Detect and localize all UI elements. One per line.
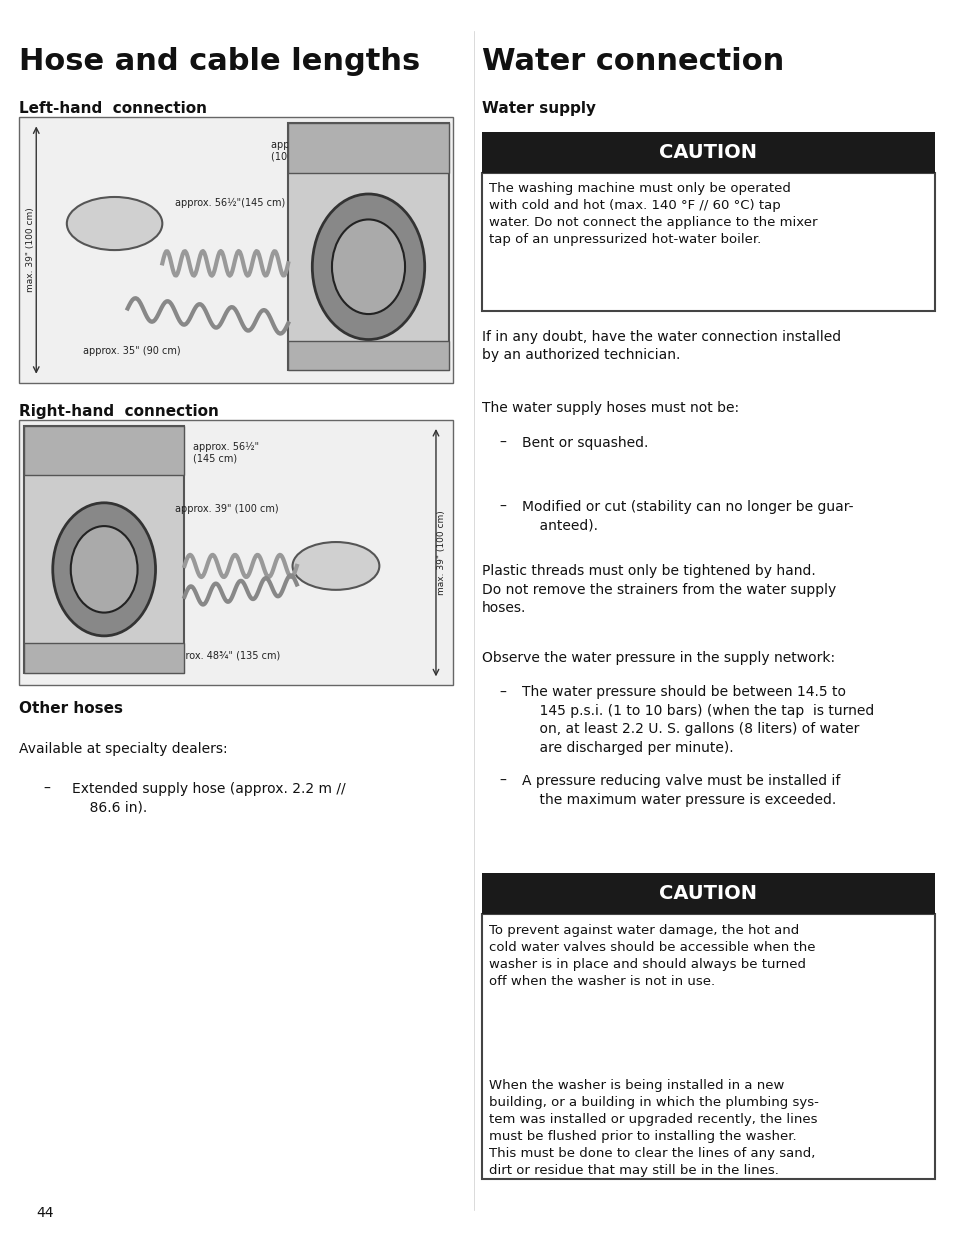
Text: –: – xyxy=(498,685,505,699)
Text: If in any doubt, have the water connection installed
by an authorized technician: If in any doubt, have the water connecti… xyxy=(481,330,840,362)
Text: max. 39" (100 cm): max. 39" (100 cm) xyxy=(436,510,446,595)
Text: The water pressure should be between 14.5 to
    145 p.s.i. (1 to 10 bars) (when: The water pressure should be between 14.… xyxy=(521,685,873,755)
Text: Bent or squashed.: Bent or squashed. xyxy=(521,436,647,450)
Circle shape xyxy=(312,194,424,340)
Text: approx. 56½"(145 cm): approx. 56½"(145 cm) xyxy=(175,198,285,207)
Text: When the washer is being installed in a new
building, or a building in which the: When the washer is being installed in a … xyxy=(489,1079,819,1177)
FancyBboxPatch shape xyxy=(288,341,448,370)
Text: A pressure reducing valve must be installed if
    the maximum water pressure is: A pressure reducing valve must be instal… xyxy=(521,774,840,806)
Text: The washing machine must only be operated
with cold and hot (max. 140 °F // 60 °: The washing machine must only be operate… xyxy=(489,182,817,246)
Text: –: – xyxy=(498,774,505,788)
Text: CAUTION: CAUTION xyxy=(659,143,757,162)
FancyBboxPatch shape xyxy=(481,873,934,914)
Text: Hose and cable lengths: Hose and cable lengths xyxy=(19,47,420,75)
Circle shape xyxy=(71,526,137,613)
FancyBboxPatch shape xyxy=(288,124,448,173)
Text: Observe the water pressure in the supply network:: Observe the water pressure in the supply… xyxy=(481,651,834,664)
Text: The water supply hoses must not be:: The water supply hoses must not be: xyxy=(481,401,739,415)
FancyBboxPatch shape xyxy=(481,132,934,173)
Text: Water supply: Water supply xyxy=(481,101,595,116)
Text: Left-hand  connection: Left-hand connection xyxy=(19,101,207,116)
Text: –: – xyxy=(43,782,50,795)
Text: Other hoses: Other hoses xyxy=(19,701,123,716)
Text: approx. 48¾" (135 cm): approx. 48¾" (135 cm) xyxy=(167,651,279,661)
FancyBboxPatch shape xyxy=(19,117,453,383)
Circle shape xyxy=(332,220,405,314)
Text: approx. 39"
(100 cm): approx. 39" (100 cm) xyxy=(271,140,327,161)
FancyBboxPatch shape xyxy=(24,426,184,475)
FancyBboxPatch shape xyxy=(24,643,184,673)
FancyBboxPatch shape xyxy=(24,426,184,673)
Text: approx. 35" (90 cm): approx. 35" (90 cm) xyxy=(83,346,180,356)
FancyBboxPatch shape xyxy=(481,173,934,311)
FancyBboxPatch shape xyxy=(481,914,934,1179)
Text: approx. 39" (100 cm): approx. 39" (100 cm) xyxy=(175,504,278,514)
Text: Extended supply hose (approx. 2.2 m //
    86.6 in).: Extended supply hose (approx. 2.2 m // 8… xyxy=(71,782,345,814)
Text: 44: 44 xyxy=(36,1207,53,1220)
Text: max. 39" (100 cm): max. 39" (100 cm) xyxy=(26,207,35,293)
FancyBboxPatch shape xyxy=(288,124,448,370)
Text: Water connection: Water connection xyxy=(481,47,783,75)
Text: To prevent against water damage, the hot and
cold water valves should be accessi: To prevent against water damage, the hot… xyxy=(489,924,815,988)
Text: Right-hand  connection: Right-hand connection xyxy=(19,404,219,419)
Text: CAUTION: CAUTION xyxy=(659,884,757,903)
Text: approx. 56½"
(145 cm): approx. 56½" (145 cm) xyxy=(193,442,258,464)
Ellipse shape xyxy=(293,542,379,590)
Text: Available at specialty dealers:: Available at specialty dealers: xyxy=(19,742,228,756)
Text: Plastic threads must only be tightened by hand.
Do not remove the strainers from: Plastic threads must only be tightened b… xyxy=(481,564,835,615)
Text: –: – xyxy=(498,436,505,450)
Ellipse shape xyxy=(67,198,162,249)
Circle shape xyxy=(52,503,155,636)
FancyBboxPatch shape xyxy=(19,420,453,685)
Text: –: – xyxy=(498,500,505,514)
Text: Modified or cut (stability can no longer be guar-
    anteed).: Modified or cut (stability can no longer… xyxy=(521,500,852,532)
